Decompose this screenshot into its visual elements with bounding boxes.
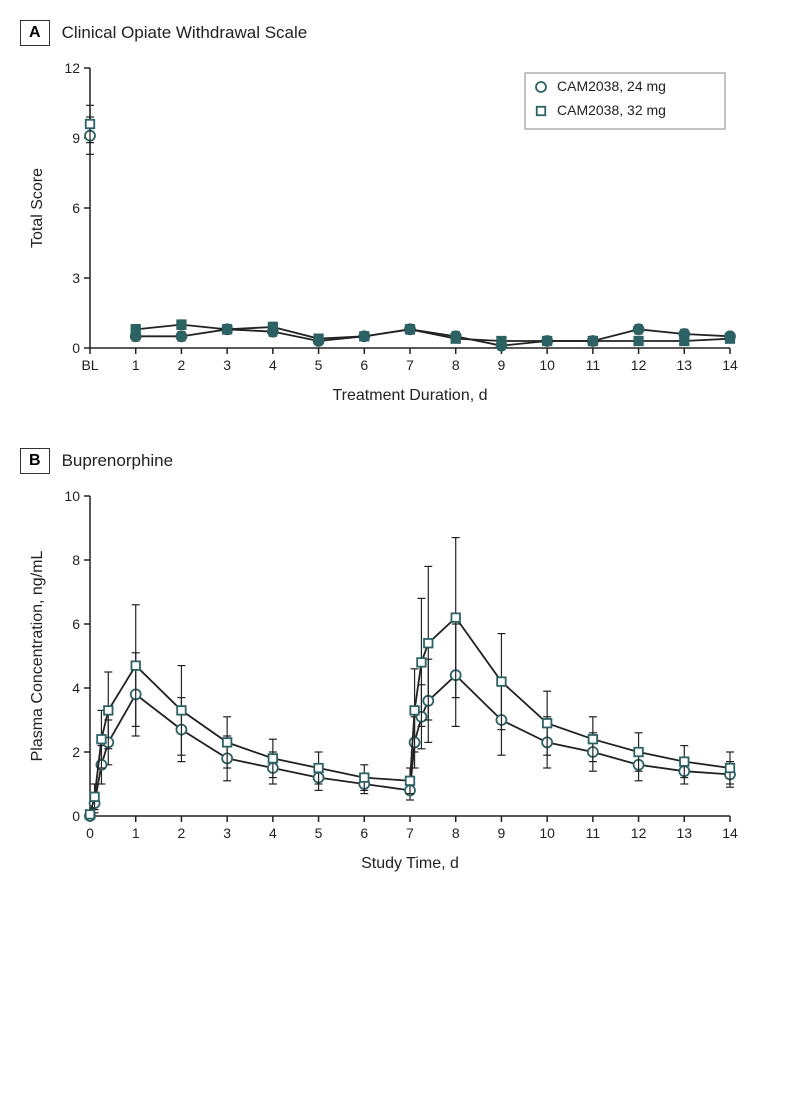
svg-text:1: 1	[132, 357, 140, 373]
svg-text:5: 5	[315, 357, 323, 373]
svg-text:6: 6	[360, 825, 368, 841]
svg-text:12: 12	[64, 60, 80, 76]
svg-text:CAM2038, 24 mg: CAM2038, 24 mg	[557, 78, 666, 94]
svg-text:0: 0	[72, 808, 80, 824]
svg-text:3: 3	[223, 825, 231, 841]
svg-text:11: 11	[586, 825, 601, 841]
svg-text:4: 4	[72, 680, 80, 696]
svg-text:Treatment Duration, d: Treatment Duration, d	[332, 387, 487, 404]
panel-a-title: Clinical Opiate Withdrawal Scale	[62, 23, 308, 43]
panel-a-chart: 036912BL1234567891011121314Treatment Dur…	[20, 58, 774, 418]
svg-text:0: 0	[86, 825, 94, 841]
svg-text:BL: BL	[81, 357, 98, 373]
svg-text:2: 2	[178, 825, 186, 841]
svg-text:14: 14	[722, 357, 738, 373]
svg-text:Plasma Concentration, ng/mL: Plasma Concentration, ng/mL	[29, 551, 46, 762]
svg-text:0: 0	[72, 340, 80, 356]
svg-text:7: 7	[406, 825, 414, 841]
svg-text:6: 6	[72, 200, 80, 216]
svg-text:11: 11	[586, 357, 601, 373]
svg-text:3: 3	[72, 270, 80, 286]
svg-text:9: 9	[72, 130, 80, 146]
svg-text:10: 10	[539, 357, 555, 373]
svg-text:5: 5	[315, 825, 323, 841]
panel-a-header: A Clinical Opiate Withdrawal Scale	[20, 20, 774, 46]
svg-text:8: 8	[452, 825, 460, 841]
svg-text:10: 10	[64, 488, 80, 504]
svg-text:12: 12	[631, 825, 647, 841]
panel-a-label: A	[20, 20, 50, 46]
svg-text:2: 2	[178, 357, 186, 373]
svg-text:1: 1	[132, 825, 140, 841]
svg-text:4: 4	[269, 357, 277, 373]
panel-b-header: B Buprenorphine	[20, 448, 774, 474]
svg-text:4: 4	[269, 825, 277, 841]
svg-text:CAM2038, 32 mg: CAM2038, 32 mg	[557, 102, 666, 118]
svg-text:6: 6	[72, 616, 80, 632]
panel-b: B Buprenorphine 024681001234567891011121…	[20, 448, 774, 886]
svg-text:10: 10	[539, 825, 555, 841]
svg-text:3: 3	[223, 357, 231, 373]
svg-text:7: 7	[406, 357, 414, 373]
panel-b-chart: 024681001234567891011121314Study Time, d…	[20, 486, 774, 886]
svg-text:2: 2	[72, 744, 80, 760]
panel-a: A Clinical Opiate Withdrawal Scale 0 3 6 9 1…	[20, 20, 774, 418]
svg-text:9: 9	[498, 357, 506, 373]
svg-text:12: 12	[631, 357, 647, 373]
svg-text:13: 13	[676, 825, 692, 841]
panel-b-title: Buprenorphine	[62, 451, 174, 471]
panel-b-label: B	[20, 448, 50, 474]
svg-text:9: 9	[498, 825, 506, 841]
svg-text:Study Time, d: Study Time, d	[361, 855, 459, 872]
svg-text:Total Score: Total Score	[29, 168, 46, 248]
svg-text:8: 8	[72, 552, 80, 568]
svg-text:13: 13	[676, 357, 692, 373]
svg-text:6: 6	[360, 357, 368, 373]
svg-text:14: 14	[722, 825, 738, 841]
svg-text:8: 8	[452, 357, 460, 373]
